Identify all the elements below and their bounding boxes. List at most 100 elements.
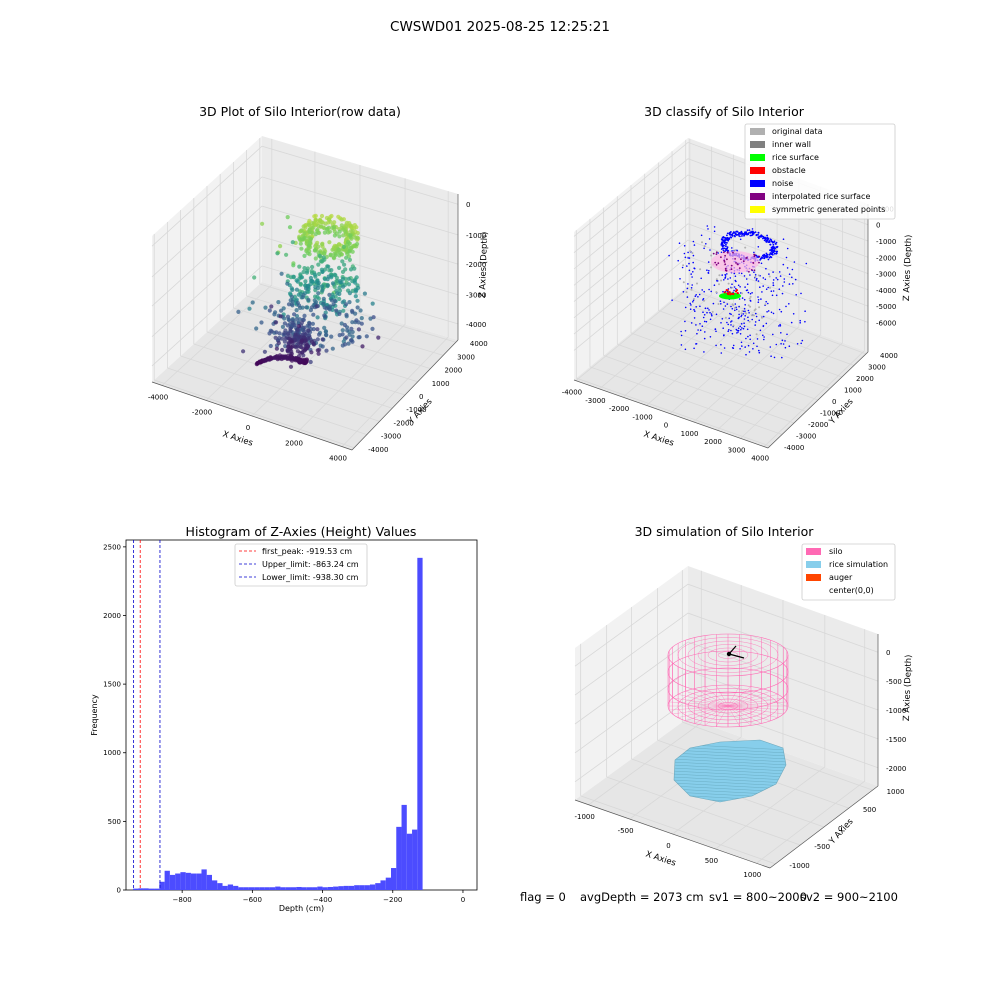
raw-point xyxy=(316,280,321,285)
raw-point xyxy=(321,301,326,306)
noise-point xyxy=(695,343,698,345)
y-gridline xyxy=(580,795,776,865)
z-gridline xyxy=(151,205,459,307)
noise-point xyxy=(778,271,781,273)
raw-point xyxy=(299,275,305,280)
noise-point xyxy=(702,316,705,319)
noise-point xyxy=(753,231,755,234)
noise-point xyxy=(715,313,718,316)
raw-point xyxy=(348,338,354,343)
original-point xyxy=(732,324,735,327)
raw-point xyxy=(291,274,296,279)
noise-point xyxy=(723,347,726,349)
z-gridline xyxy=(573,223,869,319)
noise-point xyxy=(747,291,750,294)
raw-point xyxy=(282,339,287,344)
noise-point xyxy=(688,269,691,272)
noise-point xyxy=(726,234,728,237)
legend-frame xyxy=(744,123,896,220)
noise-point xyxy=(737,327,740,330)
flag-status: flag = 0 xyxy=(520,890,566,904)
silo-spoke xyxy=(678,705,729,718)
raw-point xyxy=(327,292,332,297)
raw-point xyxy=(299,338,304,343)
legend-label: silo xyxy=(829,547,843,556)
noise-point xyxy=(735,234,738,236)
obstacle-point xyxy=(728,291,731,294)
raw-point xyxy=(355,298,360,303)
raw-point xyxy=(340,227,346,232)
z-tick-label: -3000 xyxy=(466,292,486,300)
noise-point xyxy=(773,246,775,249)
noise-point xyxy=(778,325,780,327)
original-point xyxy=(682,264,685,267)
silo-spoke xyxy=(694,688,729,707)
silo-spoke xyxy=(669,705,729,711)
histogram-bar xyxy=(369,884,376,890)
avg-depth-status: avgDepth = 2073 cm xyxy=(580,890,704,904)
noise-point xyxy=(692,271,694,273)
noise-point xyxy=(793,261,796,263)
raw-point xyxy=(337,296,342,302)
noise-point xyxy=(755,279,758,281)
noise-point xyxy=(742,327,745,330)
noise-point xyxy=(697,329,699,331)
original-point xyxy=(724,316,727,319)
original-point xyxy=(741,310,744,312)
noise-point xyxy=(692,261,694,264)
noise-point xyxy=(737,284,740,287)
noise-point xyxy=(690,273,692,275)
noise-point xyxy=(801,339,804,342)
noise-point xyxy=(708,269,710,272)
obstacle-point xyxy=(732,292,735,296)
noise-point xyxy=(722,237,724,239)
y-tick-label: 500 xyxy=(863,806,876,814)
raw-point xyxy=(260,221,265,226)
noise-point xyxy=(755,315,758,318)
noise-point xyxy=(784,346,787,349)
noise-point xyxy=(725,245,727,248)
noise-point xyxy=(776,278,779,281)
original-point xyxy=(733,306,736,309)
raw-point xyxy=(304,346,309,351)
raw-point xyxy=(337,311,342,316)
x-axis-label: Depth (cm) xyxy=(279,904,324,913)
noise-point xyxy=(722,308,725,310)
raw-point xyxy=(277,353,282,358)
noise-point xyxy=(746,283,749,286)
noise-point xyxy=(720,343,722,346)
noise-point xyxy=(796,343,799,345)
noise-point xyxy=(744,310,746,313)
raw-point xyxy=(331,225,336,230)
noise-point xyxy=(745,337,747,340)
raw-point xyxy=(298,241,303,246)
noise-point xyxy=(726,303,729,305)
histogram-bar xyxy=(159,881,165,890)
silo-spoke xyxy=(727,688,762,707)
x-tick-label: -2000 xyxy=(192,408,212,416)
noise-point xyxy=(704,331,706,333)
noise-point xyxy=(786,267,789,269)
noise-point xyxy=(767,241,770,244)
noise-point xyxy=(711,314,713,317)
noise-point xyxy=(677,259,679,262)
legend-swatch xyxy=(806,561,821,568)
rice-surface-blob xyxy=(719,292,741,300)
noise-point xyxy=(762,277,765,279)
raw-point xyxy=(316,351,321,356)
raw-point xyxy=(313,218,318,223)
legend-swatch xyxy=(750,206,765,213)
rice-mesh-line xyxy=(674,758,786,766)
silo-spoke xyxy=(685,705,729,721)
raw-point xyxy=(341,284,346,289)
noise-point xyxy=(754,324,756,326)
raw-point xyxy=(330,281,336,286)
noise-point xyxy=(773,252,776,255)
interpolated-point xyxy=(745,257,748,259)
silo-spoke xyxy=(672,705,729,715)
raw-point xyxy=(297,317,302,322)
raw-point xyxy=(352,266,357,271)
raw-point xyxy=(292,312,297,317)
raw-point xyxy=(322,251,327,256)
